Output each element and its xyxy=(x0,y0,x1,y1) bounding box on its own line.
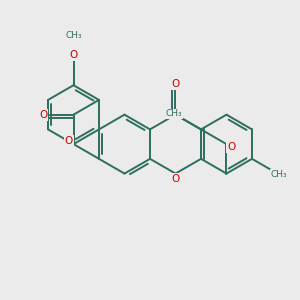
Text: O: O xyxy=(171,79,180,89)
Text: O: O xyxy=(171,174,180,184)
Text: O: O xyxy=(69,50,78,60)
Text: CH₃: CH₃ xyxy=(65,31,82,40)
Text: O: O xyxy=(65,136,73,146)
Text: O: O xyxy=(227,142,235,152)
Text: CH₃: CH₃ xyxy=(271,170,287,179)
Text: O: O xyxy=(39,110,47,120)
Text: CH₃: CH₃ xyxy=(166,110,182,118)
